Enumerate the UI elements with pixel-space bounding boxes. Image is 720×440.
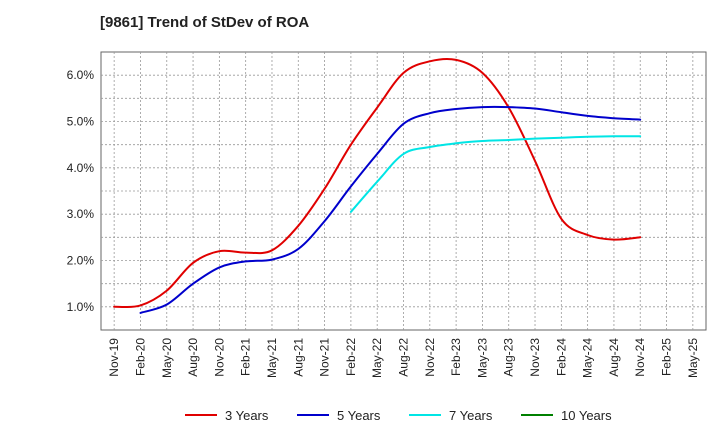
y-tick-label: 5.0% xyxy=(67,115,95,129)
y-tick-label: 3.0% xyxy=(67,207,95,221)
series-line-7-years xyxy=(349,135,642,213)
x-tick-label: May-25 xyxy=(686,338,700,378)
grid xyxy=(101,52,706,330)
y-axis: 1.0% 2.0% 3.0% 4.0% 5.0% 6.0% xyxy=(67,68,95,314)
legend-label: 10 Years xyxy=(561,408,612,423)
x-tick-label: May-23 xyxy=(475,338,489,378)
x-tick-label: Nov-22 xyxy=(423,338,437,377)
x-tick-label: Aug-21 xyxy=(291,338,305,377)
chart-title: [9861] Trend of StDev of ROA xyxy=(100,14,310,31)
y-tick-label: 1.0% xyxy=(67,300,95,314)
x-tick-label: Nov-19 xyxy=(107,338,121,377)
x-tick-label: Feb-23 xyxy=(449,338,463,376)
x-tick-label: Aug-20 xyxy=(186,338,200,377)
x-tick-label: Aug-22 xyxy=(397,338,411,377)
x-tick-label: May-20 xyxy=(160,338,174,378)
x-tick-label: Feb-21 xyxy=(239,338,253,376)
series-line-3-years xyxy=(113,57,642,309)
x-tick-label: May-22 xyxy=(370,338,384,378)
y-tick-label: 6.0% xyxy=(67,68,95,82)
x-tick-label: Nov-20 xyxy=(212,338,226,377)
legend: 3 Years 5 Years 7 Years 10 Years xyxy=(185,408,612,423)
x-tick-label: Nov-21 xyxy=(318,338,332,377)
series-line-5-years xyxy=(139,105,642,314)
x-tick-label: Nov-23 xyxy=(528,338,542,377)
series-lines xyxy=(113,57,642,314)
x-tick-label: May-21 xyxy=(265,338,279,378)
y-tick-label: 4.0% xyxy=(67,161,95,175)
x-tick-label: Feb-24 xyxy=(554,338,568,376)
x-tick-label: May-24 xyxy=(581,338,595,378)
x-tick-label: Feb-22 xyxy=(344,338,358,376)
legend-label: 5 Years xyxy=(337,408,381,423)
x-tick-label: Aug-24 xyxy=(607,338,621,377)
x-tick-label: Feb-20 xyxy=(133,338,147,376)
legend-label: 3 Years xyxy=(225,408,269,423)
x-axis: Nov-19 Feb-20 May-20 Aug-20 Nov-20 Feb-21 May-… xyxy=(107,338,700,378)
x-tick-label: Feb-25 xyxy=(660,338,674,376)
x-tick-label: Aug-23 xyxy=(502,338,516,377)
y-tick-label: 2.0% xyxy=(67,254,95,268)
legend-label: 7 Years xyxy=(449,408,493,423)
x-tick-label: Nov-24 xyxy=(633,338,647,377)
